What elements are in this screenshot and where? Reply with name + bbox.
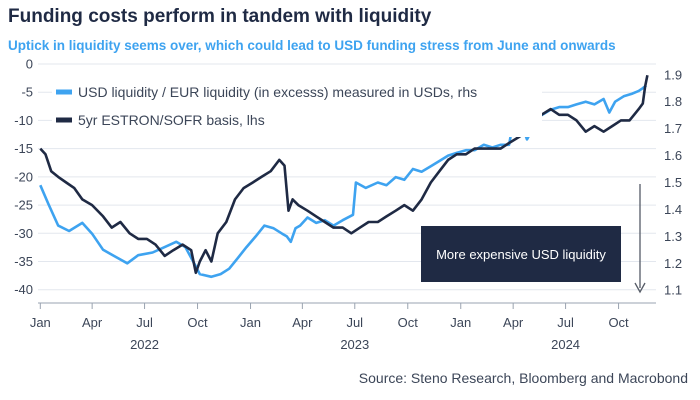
left-tick-label: -10 <box>14 113 33 128</box>
legend: USD liquidity / EUR liquidity (in excess… <box>52 79 542 137</box>
legend-label: 5yr ESTRON/SOFR basis, lhs <box>78 112 265 128</box>
legend-label: USD liquidity / EUR liquidity (in excess… <box>78 84 477 100</box>
chart-title: Funding costs perform in tandem with liq… <box>8 6 432 27</box>
left-tick-label: -20 <box>14 169 33 184</box>
annotation-label: More expensive USD liquidity <box>436 247 606 262</box>
left-tick-label: 0 <box>26 57 33 72</box>
legend-background <box>52 79 542 137</box>
estron-sofr-basis-line <box>39 75 649 275</box>
right-tick-label: 1.8 <box>664 94 682 109</box>
x-tick-label: Jan <box>240 315 261 330</box>
x-tick-label: Jul <box>136 315 153 330</box>
x-tick-label: Jul <box>557 315 574 330</box>
right-tick-label: 1.5 <box>664 175 682 190</box>
annotation-arrow-head <box>634 282 646 294</box>
year-label: 2023 <box>340 337 369 352</box>
x-tick-label: Apr <box>292 315 313 330</box>
x-tick-label: Jan <box>450 315 471 330</box>
x-tick-label: Oct <box>398 315 419 330</box>
x-tick-label: Jan <box>30 315 51 330</box>
right-tick-label: 1.6 <box>664 148 682 163</box>
x-tick-label: Apr <box>503 315 524 330</box>
left-tick-label: -30 <box>14 226 33 241</box>
year-label: 2022 <box>130 337 159 352</box>
right-tick-label: 1.9 <box>664 67 682 82</box>
chart-subtitle: Uptick in liquidity seems over, which co… <box>8 38 616 53</box>
right-tick-label: 1.1 <box>664 283 682 298</box>
x-tick-label: Apr <box>82 315 103 330</box>
year-label: 2024 <box>551 337 580 352</box>
x-axis: Jan Apr Jul Oct Jan Apr Jul Oct Jan Apr Jul Oct 2022… <box>30 303 629 352</box>
left-tick-label: -25 <box>14 198 33 213</box>
left-tick-label: -5 <box>21 85 33 100</box>
right-tick-label: 1.4 <box>664 202 682 217</box>
annotation-box <box>421 226 621 282</box>
left-tick-label: -15 <box>14 141 33 156</box>
x-tick-label: Oct <box>187 315 208 330</box>
left-axis: 0 -5 -10 -15 -20 -25 -30 -35 -40 <box>14 57 33 298</box>
left-tick-label: -40 <box>14 282 33 297</box>
left-tick-label: -35 <box>14 254 33 269</box>
right-tick-label: 1.7 <box>664 121 682 136</box>
x-tick-label: Oct <box>608 315 629 330</box>
right-axis: 1.9 1.8 1.7 1.6 1.5 1.4 1.3 1.2 1.1 <box>664 67 682 297</box>
source-note: Source: Steno Research, Bloomberg and Ma… <box>358 370 688 386</box>
x-tick-label: Jul <box>346 315 363 330</box>
usd-eur-liquidity-line <box>39 84 648 279</box>
right-tick-label: 1.3 <box>664 229 682 244</box>
annotation: More expensive USD liquidity <box>421 184 646 294</box>
right-tick-label: 1.2 <box>664 256 682 271</box>
series-lines <box>39 75 649 279</box>
